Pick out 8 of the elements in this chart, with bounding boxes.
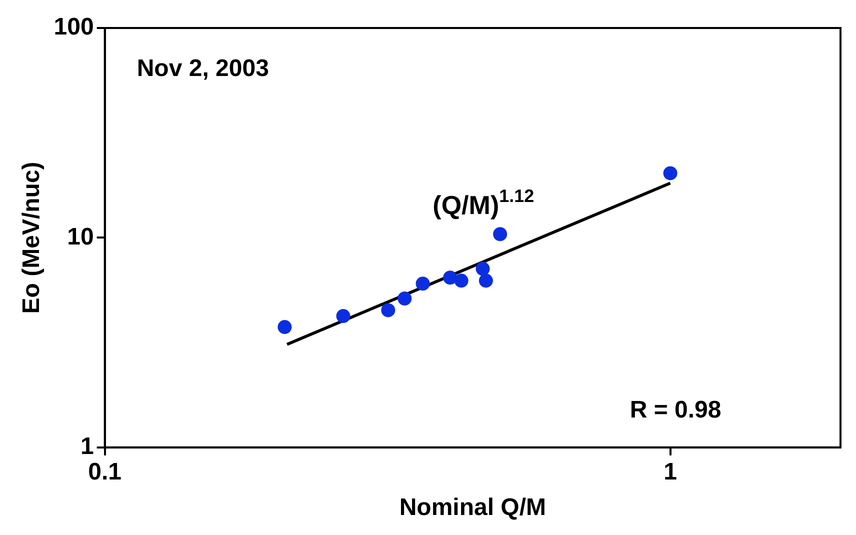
y-tick-label: 1 xyxy=(80,433,94,460)
y-axis-title: Eo (MeV/nuc) xyxy=(18,162,46,314)
y-tick-label: 10 xyxy=(67,223,94,250)
x-tick-label: 0.1 xyxy=(88,458,122,486)
y-tick-label: 100 xyxy=(54,14,94,41)
x-axis-title: Nominal Q/M xyxy=(399,494,546,522)
annotation: Nov 2, 2003 xyxy=(136,55,269,82)
annotation: R = 0.98 xyxy=(630,396,722,424)
